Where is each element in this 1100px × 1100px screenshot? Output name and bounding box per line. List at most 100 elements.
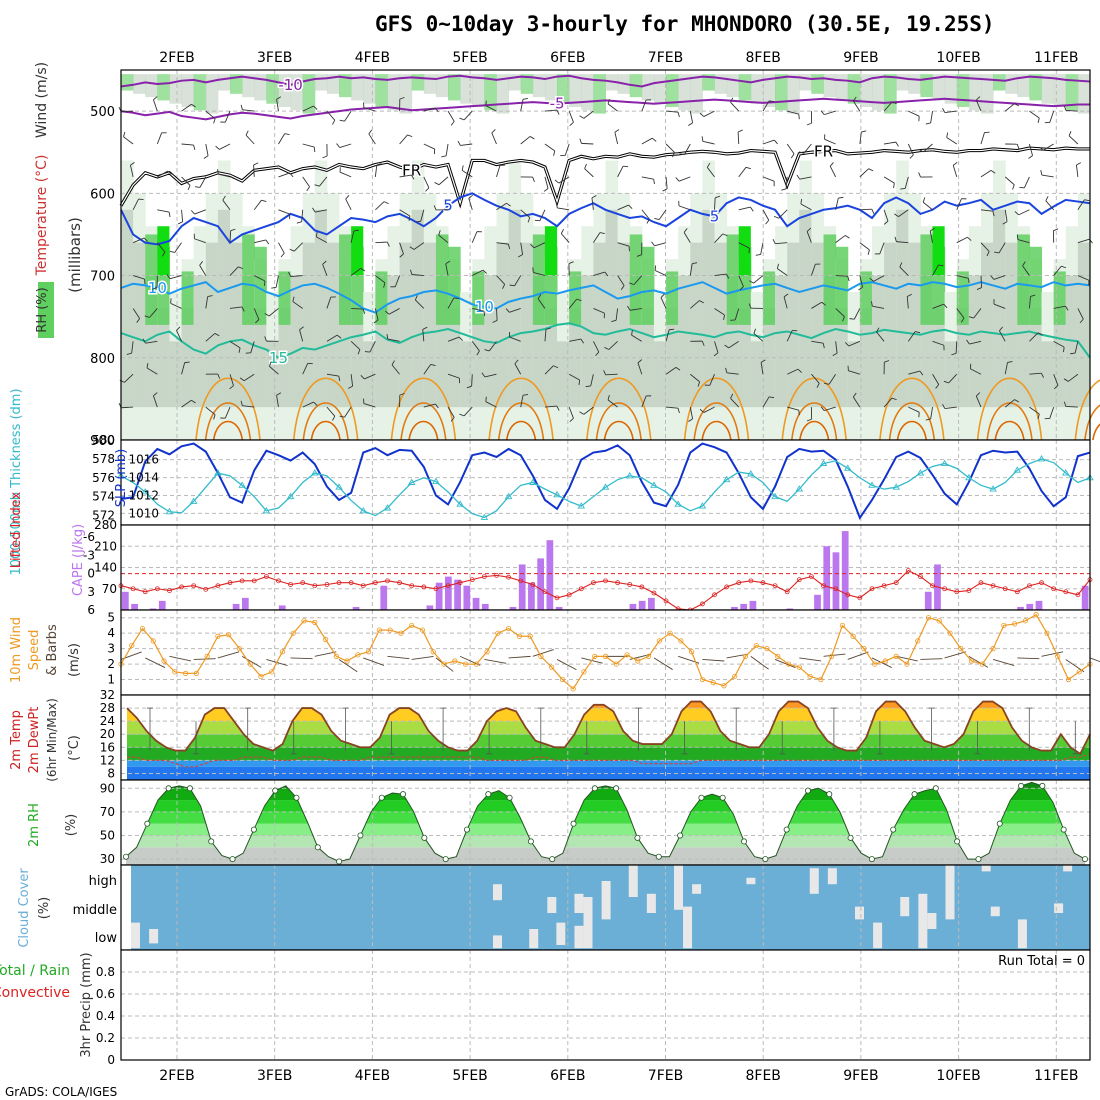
surface-wind-barb [702, 659, 725, 662]
rh-marker [698, 794, 705, 801]
rh-marker [655, 853, 662, 860]
wind-barb-flag [522, 393, 529, 396]
wind-speed-marker [387, 627, 393, 633]
wind-barb-flag [1022, 261, 1026, 266]
wind-barb-flag [491, 129, 496, 134]
wind-barb [124, 373, 134, 383]
rh-shade-mid [690, 242, 703, 408]
wind-barb [1077, 308, 1084, 320]
wind-barb-flag [1076, 162, 1082, 166]
wind-barb-flag [580, 338, 584, 344]
wind-speed-marker [1055, 653, 1061, 659]
thickness-marker [359, 506, 368, 514]
wind-barb-flag [194, 186, 201, 188]
temp-ytick: 28 [100, 701, 115, 715]
wind-barb [593, 232, 601, 243]
cloud-cell [990, 906, 1000, 917]
rh-shade-top [908, 74, 921, 94]
wind-barb [132, 237, 145, 244]
lifted-index-marker [1014, 589, 1020, 595]
isotherm-warm-arch [408, 420, 439, 441]
wind-barb-flag [951, 352, 957, 356]
thickness-line [120, 458, 1091, 519]
wind-barb [899, 266, 909, 276]
rh-shade-top [351, 74, 364, 101]
wind-barb [932, 264, 939, 276]
wind-barb-flag [144, 315, 150, 318]
precip-legend-convective: Convective [0, 985, 70, 1001]
wind-barb [1004, 209, 1008, 222]
rh-shade-high [242, 234, 255, 325]
wind-barb [637, 362, 643, 375]
cape-bar [648, 597, 655, 610]
rh-shade-top [520, 74, 534, 94]
cape-bar [509, 606, 517, 610]
wind-barb [339, 143, 352, 148]
wind-barb [593, 308, 605, 314]
wind-barb [993, 275, 1006, 280]
wind-barb-flag [459, 117, 465, 121]
wind-barb-flag [1039, 146, 1044, 151]
wind-barb-flag [677, 112, 680, 118]
wind-barb [146, 367, 158, 375]
wind-barb-flag [450, 417, 455, 422]
isotherm-label: -10 [278, 76, 303, 94]
surface-wind-barb [435, 657, 454, 672]
wind-barb-flag [967, 236, 972, 241]
wind-barb-flag [1061, 265, 1067, 269]
wind-barb-flag [869, 277, 874, 282]
li-ytick: -6 [83, 530, 95, 544]
rh-shade-mid [496, 242, 510, 408]
wind-barb [980, 242, 990, 252]
wind-barb-flag [529, 136, 535, 140]
rh-marker [421, 834, 428, 841]
wind-barb-flag [722, 233, 728, 237]
wind-barb-flag [652, 137, 657, 142]
wind-barb [253, 164, 255, 177]
thickness-marker [311, 469, 319, 476]
wind-barb [1077, 199, 1085, 211]
wind-barb-flag [922, 197, 926, 203]
wind-barb [859, 208, 872, 211]
wind-barb [363, 107, 376, 112]
wind-speed-marker [635, 658, 641, 664]
wind-barb [181, 176, 191, 186]
wind-barb-flag [894, 236, 897, 242]
wind-barb-flag [217, 373, 221, 379]
cloud-cell [927, 913, 937, 929]
rh-shade-mid [1005, 242, 1018, 408]
wind-barb-flag [611, 319, 617, 323]
surface-wind-barb [774, 659, 796, 669]
wind-barb-flag [654, 217, 660, 221]
wind-speed-marker [301, 618, 307, 624]
wind-barb-flag [796, 174, 801, 180]
cape-bar [472, 597, 480, 610]
wind-barb [302, 105, 314, 112]
rh-marker [826, 791, 833, 798]
lifted-index-marker [530, 582, 536, 587]
lifted-index-marker [203, 586, 209, 592]
wind-barb [1053, 305, 1066, 309]
wind-barb [496, 165, 501, 178]
wind-barb [678, 176, 691, 182]
wind-barb-flag [458, 336, 463, 342]
rh-shade-top [859, 74, 873, 107]
wind-barb-flag [485, 100, 487, 106]
wind-barb-flag [271, 286, 277, 289]
wind-barb [896, 241, 909, 244]
wind-barb-flag [1045, 196, 1049, 201]
wind-barb [883, 176, 895, 184]
wind-barb-flag [585, 385, 591, 388]
wind-barb [1065, 406, 1078, 408]
isotherm-line [120, 74, 1091, 88]
wind-barb-flag [264, 336, 267, 342]
thickness-marker [843, 464, 852, 471]
cloud-level-label: low [95, 931, 118, 946]
lifted-index-marker [481, 574, 487, 580]
wind-barb-flag [1037, 117, 1040, 123]
wind-barb [121, 406, 134, 409]
lifted-index-marker [433, 586, 439, 592]
wind-speed-marker [226, 632, 232, 638]
date-label-bottom: 7FEB [648, 1068, 683, 1084]
wind-barb [714, 197, 716, 210]
